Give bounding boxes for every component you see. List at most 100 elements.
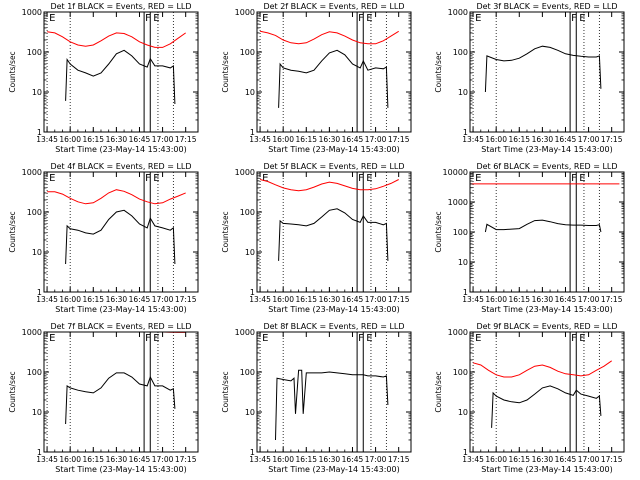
y-tick-label: 1000 [235,168,255,177]
panel-title: Det 1f BLACK = Events, RED = LLD [50,2,191,11]
marker-label: F [358,173,364,184]
panel-title: Det 7f BLACK = Events, RED = LLD [50,322,191,331]
y-tick-label: 10 [458,88,468,97]
marker-label: F [571,173,577,184]
x-tick-label: 17:15 [388,295,410,304]
x-tick-label: 13:45 [249,295,271,304]
events-series-line [65,49,176,105]
marker-label: E [475,173,481,184]
x-tick-label: 17:00 [365,135,387,144]
marker-label: E [49,173,55,184]
x-tick-label: 16:30 [532,135,554,144]
y-tick-label: 1000 [235,8,255,17]
x-tick-label: 16:45 [555,135,577,144]
y-tick-label: 100 [453,228,468,237]
marker-label: F [358,13,364,24]
plot-frame [469,331,625,453]
marker-label: E [475,333,481,344]
x-tick-label: 16:15 [295,135,317,144]
x-tick-label: 16:30 [532,295,554,304]
x-tick-label: 16:45 [129,455,151,464]
y-tick-label: 10 [458,258,468,267]
x-tick-label: 13:45 [36,295,58,304]
marker-label: E [366,333,372,344]
y-axis-title: Counts/sec [221,51,230,92]
y-tick-label: 10 [32,88,42,97]
x-tick-label: 16:45 [555,455,577,464]
x-tick-label: 13:45 [249,135,271,144]
x-tick-label: 16:30 [319,455,341,464]
x-tick-label: 16:00 [485,455,507,464]
x-tick-label: 13:45 [36,135,58,144]
x-tick-label: 17:15 [175,135,197,144]
y-tick-label: 1 [463,128,468,137]
x-tick-label: 17:15 [388,135,410,144]
marker-label: E [579,333,585,344]
x-tick-label: 17:00 [152,295,174,304]
y-axis-title: Counts/sec [434,211,443,252]
y-tick-label: 1 [37,288,42,297]
x-tick-label: 16:45 [555,295,577,304]
x-tick-label: 17:15 [601,295,623,304]
y-axis-title: Counts/sec [434,371,443,412]
x-tick-label: 17:00 [578,295,600,304]
marker-label: F [145,333,151,344]
marker-label: E [153,333,159,344]
marker-label: F [571,13,577,24]
y-tick-label: 10 [245,408,255,417]
y-axis-title: Counts/sec [434,51,443,92]
y-tick-label: 100 [240,48,255,57]
marker-label: E [153,173,159,184]
marker-label: E [366,13,372,24]
x-tick-label: 17:15 [175,295,197,304]
x-tick-label: 16:30 [532,455,554,464]
y-tick-label: 1000 [22,328,42,337]
x-tick-label: 13:45 [249,455,271,464]
plot-frame [256,171,412,293]
events-series-line [491,385,602,428]
x-axis-title: Start Time (23-May-14 15:43:00) [268,465,399,474]
y-tick-label: 10 [245,88,255,97]
marker-label: F [145,173,151,184]
x-tick-label: 16:45 [342,295,364,304]
y-tick-label: 1000 [22,8,42,17]
y-tick-label: 100 [27,368,42,377]
lld-series-line [472,360,612,378]
x-axis-title: Start Time (23-May-14 15:43:00) [481,145,612,154]
marker-label: E [579,173,585,184]
marker-label: E [49,13,55,24]
x-tick-label: 16:15 [82,455,104,464]
y-axis-title: Counts/sec [8,51,17,92]
events-series-line [278,208,389,261]
x-tick-label: 17:15 [601,135,623,144]
y-tick-label: 10000 [443,168,468,177]
y-tick-label: 10 [245,248,255,257]
x-tick-label: 16:30 [106,135,128,144]
x-tick-label: 16:15 [82,295,104,304]
x-tick-label: 16:00 [59,455,81,464]
marker-label: E [579,13,585,24]
y-tick-label: 100 [240,368,255,377]
y-tick-label: 1000 [22,168,42,177]
x-tick-label: 17:15 [388,455,410,464]
plot-frame [256,11,412,133]
x-tick-label: 16:45 [129,135,151,144]
x-tick-label: 16:30 [319,135,341,144]
x-axis-title: Start Time (23-May-14 15:43:00) [55,305,186,314]
y-tick-label: 10 [32,248,42,257]
y-tick-label: 1 [250,448,255,457]
x-axis-title: Start Time (23-May-14 15:43:00) [481,305,612,314]
x-tick-label: 16:00 [272,135,294,144]
y-tick-label: 1 [463,448,468,457]
x-tick-label: 16:30 [106,455,128,464]
x-tick-label: 13:45 [462,135,484,144]
marker-label: E [366,173,372,184]
lld-series-line [47,189,186,205]
y-tick-label: 1000 [448,198,468,207]
